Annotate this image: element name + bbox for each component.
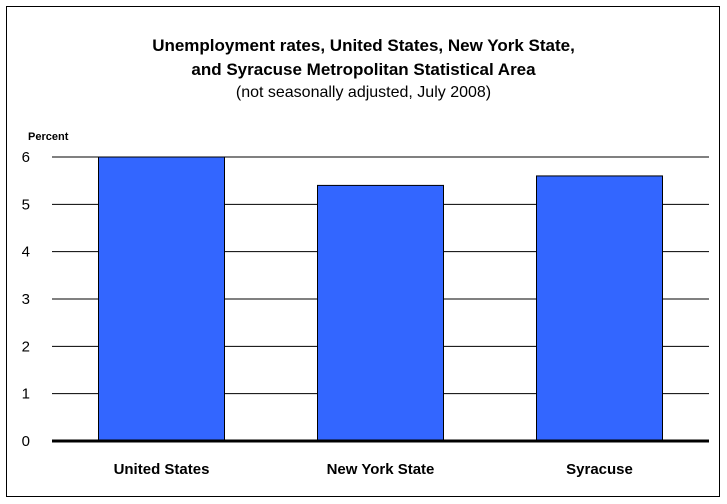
bar bbox=[98, 156, 225, 442]
y-tick-label: 4 bbox=[22, 244, 30, 261]
y-tick-label: 3 bbox=[22, 291, 30, 308]
y-tick-label: 1 bbox=[22, 386, 30, 403]
x-category-label: United States bbox=[114, 461, 210, 478]
y-tick-label: 2 bbox=[22, 338, 30, 355]
chart-title: Unemployment rates, United States, New Y… bbox=[0, 34, 727, 104]
chart-subtitle: (not seasonally adjusted, July 2008) bbox=[235, 84, 492, 101]
bar bbox=[536, 175, 663, 442]
x-category-label: New York State bbox=[327, 461, 435, 478]
x-category-label: Syracuse bbox=[566, 461, 633, 478]
y-tick-label: 5 bbox=[22, 196, 30, 213]
y-axis-label: Percent bbox=[28, 131, 69, 143]
y-tick-label: 6 bbox=[22, 149, 30, 166]
chart-title-line-1: Unemployment rates, United States, New Y… bbox=[152, 36, 575, 55]
bar bbox=[317, 184, 444, 442]
chart-title-line-2: and Syracuse Metropolitan Statistical Ar… bbox=[191, 60, 536, 79]
y-tick-label: 0 bbox=[22, 433, 30, 450]
